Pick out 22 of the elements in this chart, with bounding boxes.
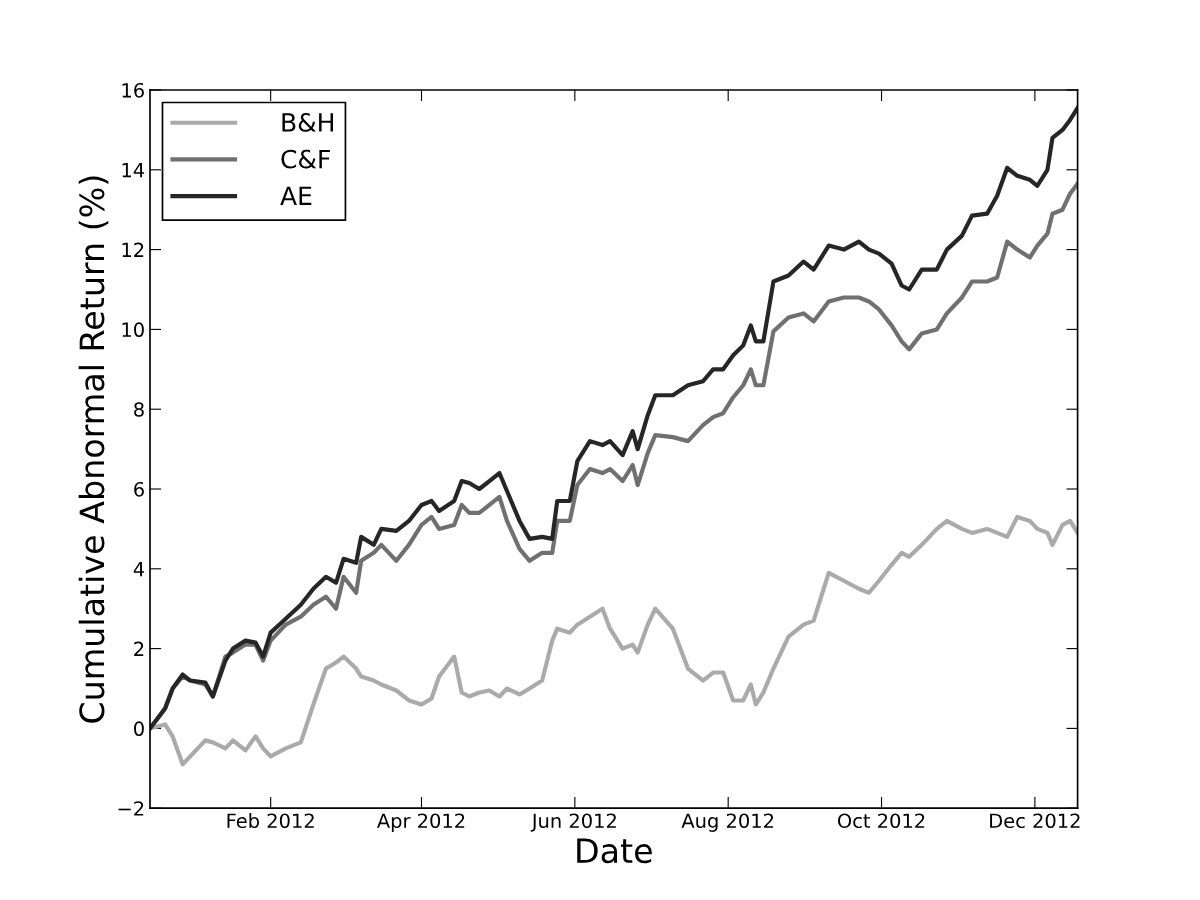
y-tick-label: −2 — [118, 801, 144, 816]
line-series — [150, 514, 1078, 767]
y-tick-label: 14 — [122, 163, 145, 178]
legend-label: C&F — [281, 149, 330, 169]
y-tick-label: 10 — [122, 322, 144, 338]
x-tick-label: Oct 2012 — [837, 813, 925, 829]
x-tick-label: Dec 2012 — [990, 813, 1080, 829]
legend-label: AE — [280, 186, 312, 205]
x-tick-label: Aug 2012 — [681, 813, 774, 832]
x-tick-label: Jun 2012 — [530, 813, 616, 832]
y-tick-label: 0 — [134, 721, 144, 737]
x-axis-title: Date — [577, 838, 652, 864]
y-tick-label: 4 — [133, 562, 145, 577]
x-tick-label: Apr 2012 — [376, 813, 465, 832]
y-tick-label: 16 — [122, 82, 144, 98]
y-tick-label: 12 — [122, 242, 144, 257]
x-tick-label: Feb 2012 — [227, 813, 314, 829]
y-axis-title: Cumulative Abnormal Return (%) — [78, 176, 109, 723]
legend-label: B&H — [282, 112, 333, 132]
y-tick-label: 2 — [134, 641, 144, 656]
y-tick-label: 6 — [134, 481, 144, 497]
y-tick-label: 8 — [134, 402, 144, 417]
